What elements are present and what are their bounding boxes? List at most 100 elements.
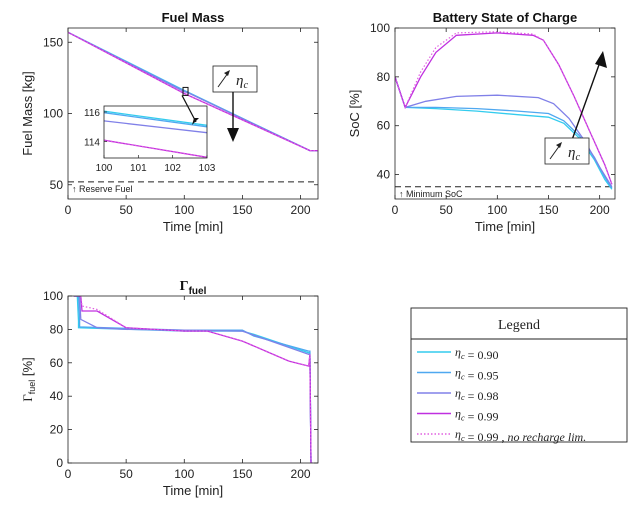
y-tick-label: 0	[56, 456, 63, 470]
series-group	[73, 296, 313, 463]
plot-area	[68, 296, 318, 463]
eta-symbol: η	[455, 386, 461, 400]
chart-title: Battery State of Charge	[433, 10, 577, 25]
y-tick-label: 40	[50, 389, 64, 403]
x-tick-label: 200	[590, 203, 610, 217]
x-tick-label: 150	[538, 203, 558, 217]
ylabel-subscript: fuel	[27, 380, 37, 395]
ylabel-unit: [%]	[20, 357, 35, 379]
legend-frame	[410, 307, 628, 443]
fuel-eta-annotation: ηc	[212, 65, 258, 142]
y-axis-label: Γfuel [%]	[20, 357, 37, 401]
y-tick-label: 150	[43, 35, 63, 49]
series-line-4	[395, 31, 613, 185]
x-tick-label: 100	[174, 203, 194, 217]
eta-subscript: c	[461, 352, 465, 361]
reference-line-label: ↑ Minimum SoC	[399, 189, 463, 199]
legend-entry-label-4: ηc = 0.99 , no recharge lim.	[455, 427, 586, 444]
inset-series-line-3	[103, 139, 208, 158]
annotation-arrow-icon	[549, 144, 561, 160]
label-text: = 0.90	[465, 348, 499, 362]
inset-y-tick-label: 116	[84, 108, 100, 119]
annotation-up-arrow	[571, 61, 601, 141]
title-gamma: Γ	[180, 279, 189, 294]
series-group	[395, 31, 613, 190]
series-line-2	[395, 76, 613, 188]
chart-title: Fuel Mass	[162, 10, 225, 25]
legend-entry-label-1: ηc = 0.95	[455, 366, 498, 383]
inset-x-tick-label: 103	[199, 163, 216, 174]
series-line-3	[73, 296, 313, 463]
zoom-pointer-arrowhead	[192, 118, 199, 125]
inset-x-tick-label: 102	[164, 163, 181, 174]
eta-symbol: η	[236, 73, 243, 89]
x-axis-label: Time [min]	[163, 219, 223, 234]
y-tick-label: 40	[377, 168, 391, 182]
eta-subscript: c	[575, 152, 580, 163]
y-tick-label: 60	[377, 119, 391, 133]
annotation-arrow-icon-head	[224, 70, 230, 76]
annotation-arrow-icon-head	[556, 142, 562, 148]
x-axis-label: Time [min]	[163, 483, 223, 498]
annotation-down-arrowhead	[227, 128, 239, 142]
annotation-up-arrowhead	[595, 51, 607, 68]
ylabel-gamma: Γ	[20, 394, 35, 402]
eta-symbol: η	[455, 407, 461, 421]
eta-subscript: c	[243, 80, 248, 91]
legend-entry-label-3: ηc = 0.99	[455, 407, 498, 424]
annotation-box	[544, 137, 590, 165]
x-tick-label: 200	[291, 203, 311, 217]
chart-title: Γfuel	[180, 279, 207, 297]
annotation-arrow-icon	[217, 72, 229, 88]
inset-series-line-0	[103, 110, 208, 126]
eta-subscript: c	[461, 414, 465, 423]
x-tick-label: 0	[65, 467, 72, 481]
x-tick-label: 0	[392, 203, 399, 217]
y-axis-label: SoC [%]	[347, 90, 362, 138]
reference-line-label: ↑ Reserve Fuel	[72, 184, 133, 194]
legend-title: Legend	[498, 318, 540, 333]
y-tick-label: 100	[43, 289, 63, 303]
x-tick-label: 0	[65, 203, 72, 217]
label-text: = 0.98	[465, 389, 499, 403]
x-tick-label: 50	[439, 203, 453, 217]
legend-entry-label-2: ηc = 0.98	[455, 386, 498, 403]
label-text: = 0.99 ,	[465, 430, 508, 444]
eta-subscript: c	[461, 434, 465, 443]
title-subscript: fuel	[189, 286, 207, 297]
eta-subscript: c	[461, 373, 465, 382]
inset-series-line-2	[103, 120, 208, 134]
eta-subscript: c	[461, 393, 465, 402]
series-line-0	[395, 76, 613, 190]
y-tick-label: 100	[43, 107, 63, 121]
eta-symbol: η	[455, 366, 461, 380]
x-tick-label: 50	[119, 467, 133, 481]
annotation-eta-label: ηc	[568, 145, 580, 163]
y-tick-label: 100	[370, 21, 390, 35]
label-text: = 0.95	[465, 369, 499, 383]
x-tick-label: 150	[232, 467, 252, 481]
label-italic: no recharge lim.	[507, 430, 586, 444]
inset-series-line-1	[103, 112, 208, 128]
x-tick-label: 100	[487, 203, 507, 217]
y-tick-label: 80	[50, 322, 64, 336]
inset-x-tick-label: 100	[96, 163, 113, 174]
axes-frame	[67, 295, 319, 464]
x-tick-label: 50	[119, 203, 133, 217]
label-text: = 0.99	[465, 410, 499, 424]
x-tick-label: 100	[174, 467, 194, 481]
y-tick-label: 60	[50, 356, 64, 370]
y-tick-label: 20	[50, 423, 64, 437]
soc-eta-annotation: ηc	[544, 51, 607, 165]
annotation-box	[212, 65, 258, 93]
inset-frame	[103, 105, 208, 159]
x-tick-label: 150	[232, 203, 252, 217]
annotation-eta-label: ηc	[236, 73, 248, 91]
y-tick-label: 50	[50, 178, 64, 192]
inset-zoom-chart: 100 101 102 103 114 116	[84, 105, 216, 174]
eta-symbol: η	[455, 345, 461, 359]
